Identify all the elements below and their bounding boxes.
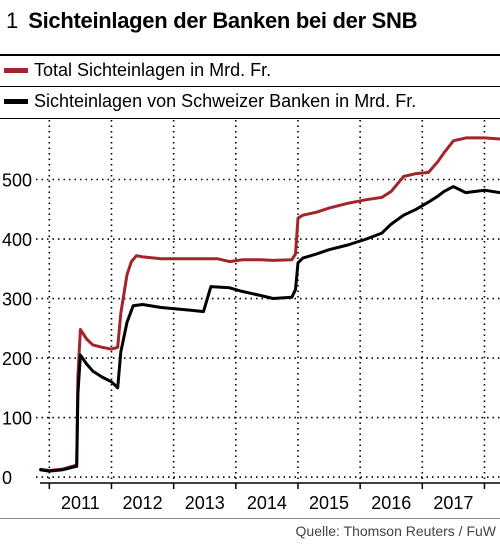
chart-number: 1 bbox=[6, 8, 19, 33]
xtick-label-2012: 2012 bbox=[123, 493, 163, 513]
xtick-label-2011: 2011 bbox=[61, 493, 100, 513]
ytick-label-100: 100 bbox=[2, 409, 32, 429]
legend-label-schweizer: Sichteinlagen von Schweizer Banken in Mr… bbox=[34, 91, 417, 111]
xtick-label-2017: 2017 bbox=[433, 493, 473, 513]
ytick-label-400: 400 bbox=[2, 230, 32, 250]
ytick-label-300: 300 bbox=[2, 290, 32, 310]
legend-label-total: Total Sichteinlagen in Mrd. Fr. bbox=[34, 60, 272, 80]
line-chart: 0 100 200 300 400 500 2011 2012 2013 2014 2015 2016… bbox=[2, 120, 500, 513]
chart-title: Sichteinlagen der Banken bei der SNB bbox=[28, 8, 418, 33]
series-line-total bbox=[39, 136, 500, 472]
legend-entry-schweizer: Sichteinlagen von Schweizer Banken in Mr… bbox=[0, 86, 500, 117]
legend-entry-total: Total Sichteinlagen in Mrd. Fr. bbox=[0, 54, 500, 86]
source-note: Quelle: Thomson Reuters / FuW bbox=[295, 523, 496, 539]
legend-divider bbox=[0, 118, 500, 119]
series-line-schweizer bbox=[39, 185, 500, 473]
ytick-label-0: 0 bbox=[2, 468, 12, 488]
xtick-label-2016: 2016 bbox=[371, 493, 411, 513]
legend-swatch-schweizer bbox=[4, 99, 28, 104]
xtick-label-2014: 2014 bbox=[247, 493, 287, 513]
footer-rule bbox=[0, 518, 500, 519]
ytick-label-200: 200 bbox=[2, 349, 32, 369]
legend-swatch-total bbox=[4, 68, 28, 73]
ytick-label-500: 500 bbox=[2, 171, 32, 191]
xtick-label-2015: 2015 bbox=[309, 493, 349, 513]
chart-header: 1 Sichteinlagen der Banken bei der SNB bbox=[6, 8, 500, 34]
xtick-label-2013: 2013 bbox=[185, 493, 225, 513]
